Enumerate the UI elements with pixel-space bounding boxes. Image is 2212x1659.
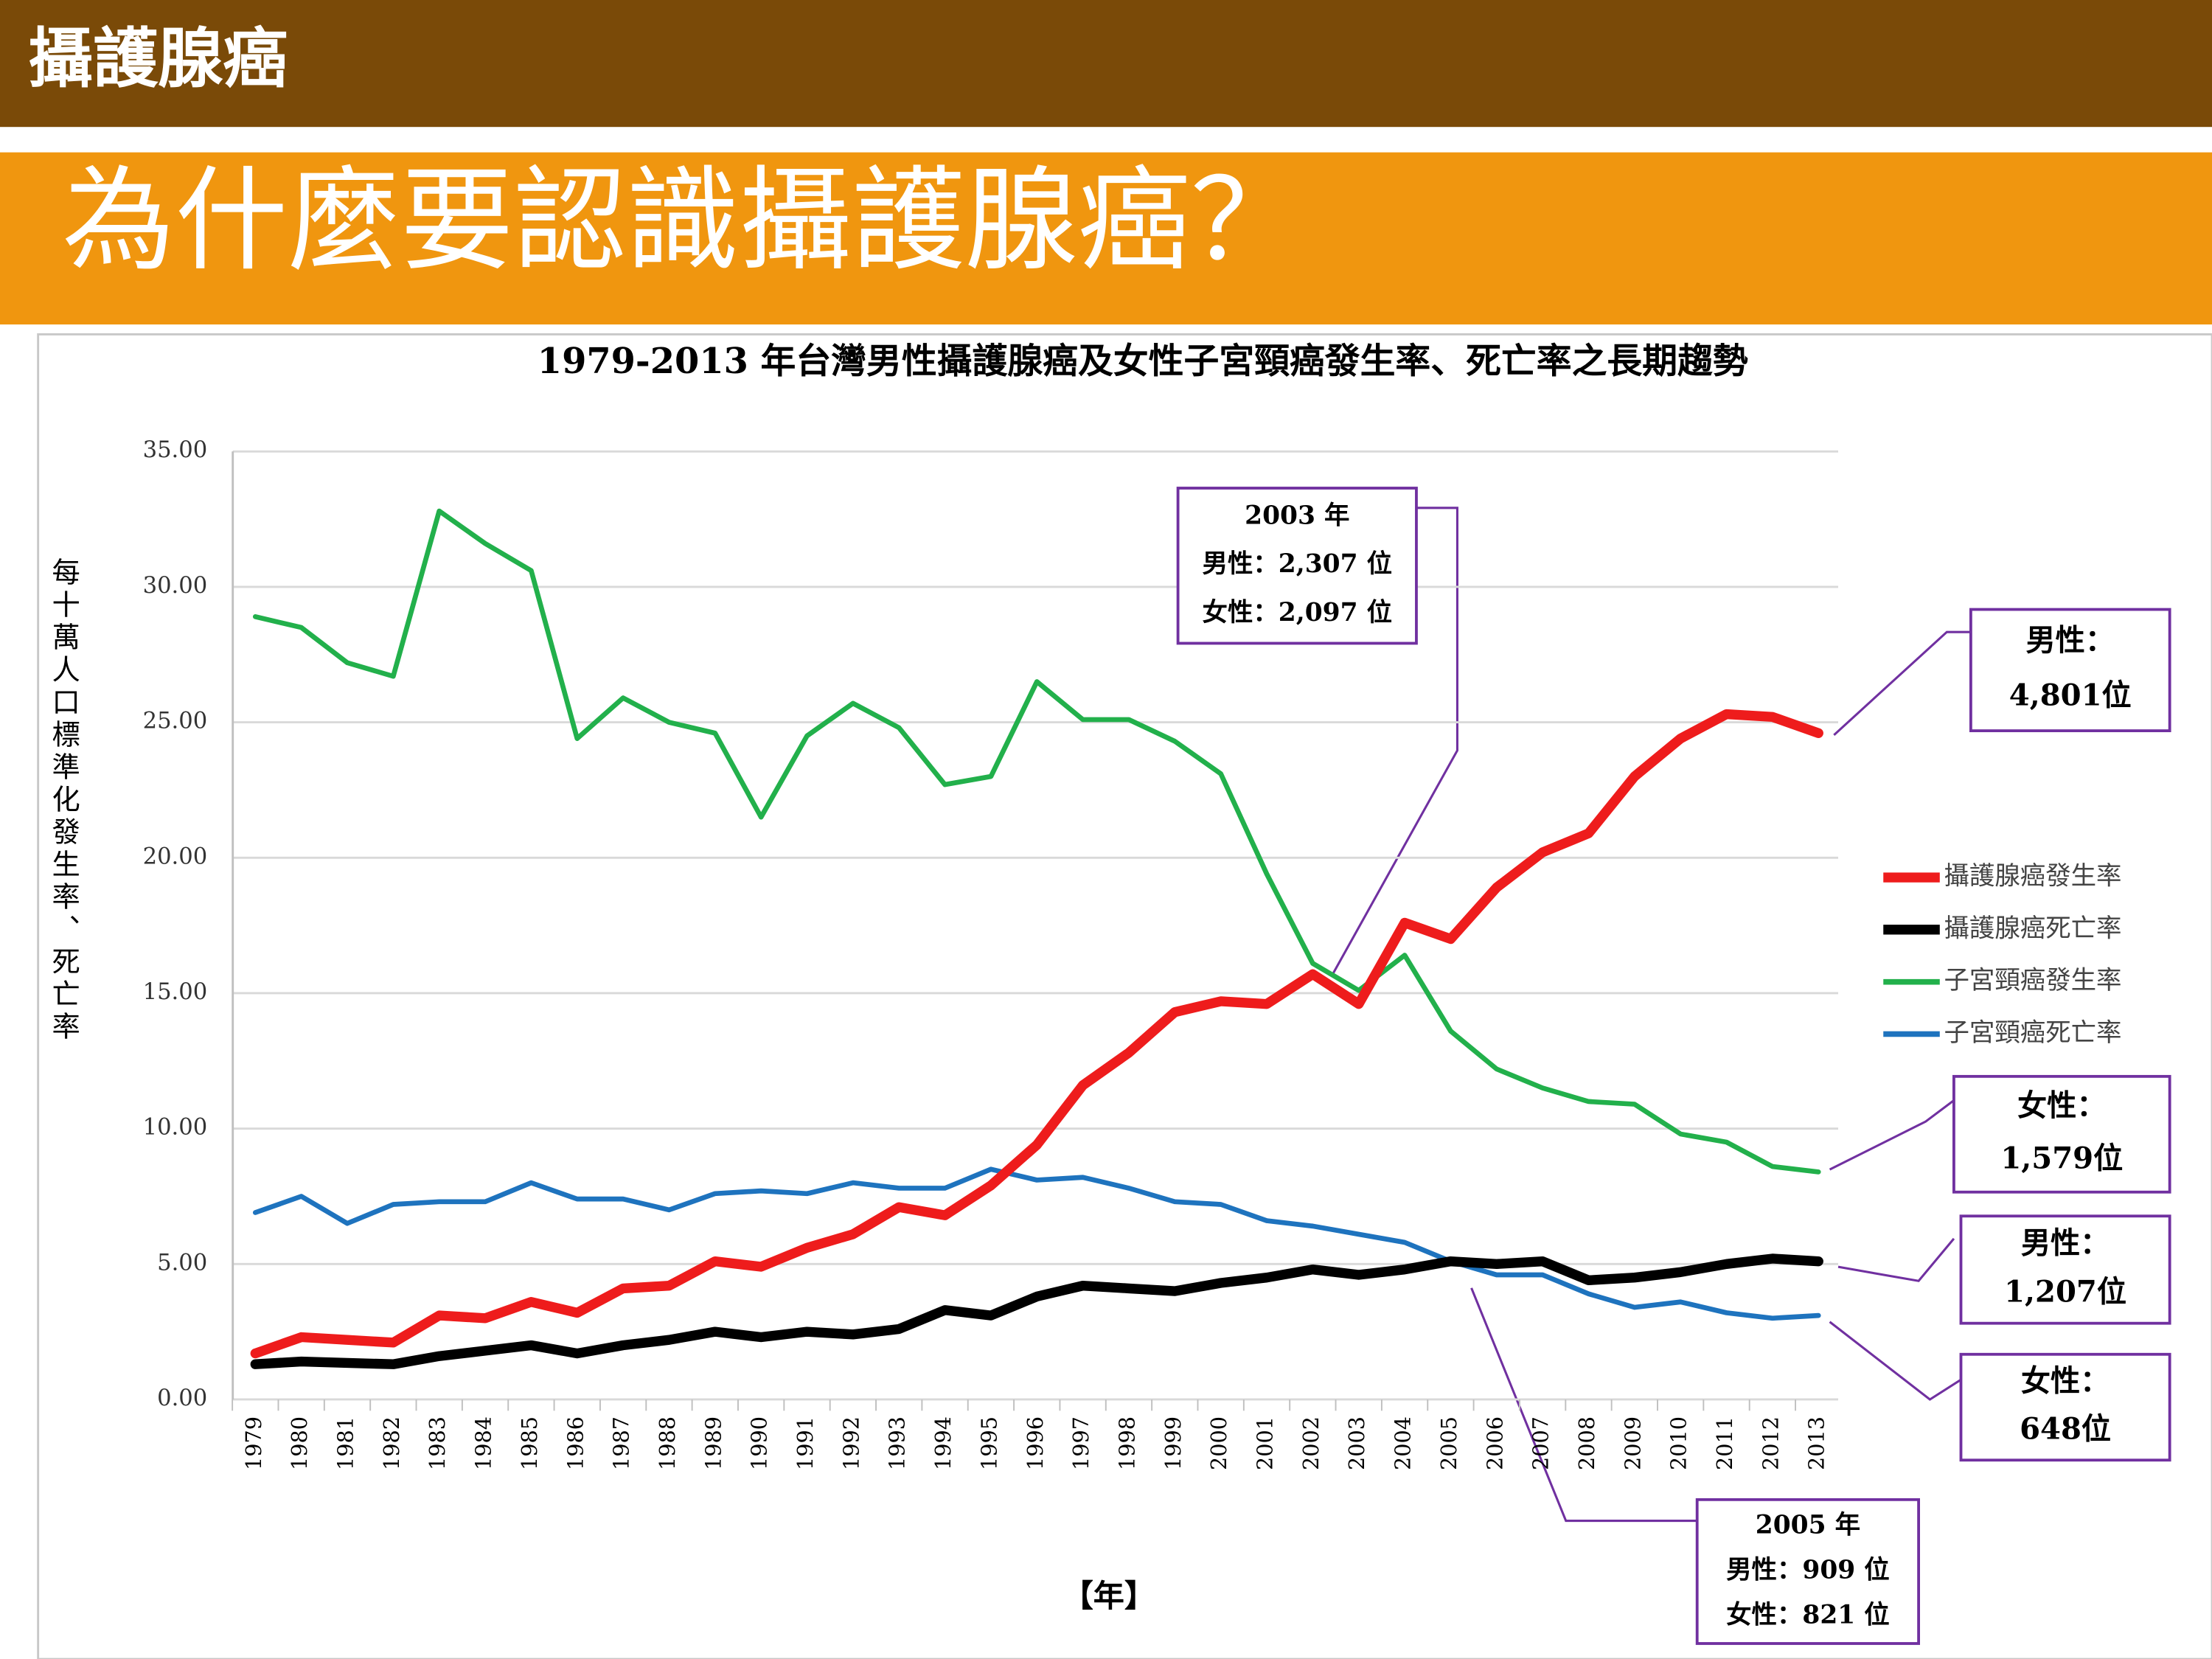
callout-text: 1,207位 bbox=[2004, 1275, 2126, 1310]
callout-text: 4,801位 bbox=[2009, 678, 2132, 713]
x-tick-label: 1993 bbox=[885, 1416, 910, 1470]
callout-box bbox=[1969, 608, 2171, 733]
y-tick-label: 10.00 bbox=[143, 1115, 208, 1141]
callout-text: 女性：2,097 位 bbox=[1203, 598, 1392, 627]
x-axis-label: 【年】 bbox=[1062, 1577, 1155, 1614]
callout-text: 男性： bbox=[2026, 623, 2115, 658]
chart-panel bbox=[37, 333, 2212, 1659]
x-tick-label: 1988 bbox=[655, 1416, 680, 1470]
x-tick-label: 2001 bbox=[1253, 1416, 1278, 1470]
y-tick-label: 35.00 bbox=[143, 437, 208, 463]
legend-label: 攝護腺癌發生率 bbox=[1944, 862, 2122, 891]
y-tick-label: 0.00 bbox=[157, 1385, 207, 1411]
x-tick-label: 1989 bbox=[700, 1416, 726, 1470]
x-tick-label: 2008 bbox=[1574, 1416, 1599, 1470]
x-tick-label: 1994 bbox=[931, 1416, 956, 1470]
callout-text: 2005 年 bbox=[1756, 1510, 1860, 1540]
x-tick-label: 1986 bbox=[563, 1416, 588, 1470]
x-tick-label: 1990 bbox=[747, 1416, 772, 1470]
x-tick-label: 1997 bbox=[1068, 1416, 1093, 1470]
x-tick-label: 2000 bbox=[1206, 1416, 1231, 1470]
header-bar bbox=[0, 0, 2212, 128]
y-axis-label: 每十萬人口標準化發生率、死亡率 bbox=[47, 557, 80, 1043]
header-title: 攝護腺癌 bbox=[28, 21, 288, 97]
x-tick-label: 2009 bbox=[1620, 1416, 1645, 1470]
callout-text: 648位 bbox=[2020, 1412, 2111, 1447]
x-tick-label: 2002 bbox=[1298, 1416, 1324, 1470]
x-tick-label: 2012 bbox=[1758, 1416, 1783, 1470]
callout-text: 男性：909 位 bbox=[1726, 1555, 1890, 1585]
callout-box bbox=[1959, 1214, 2171, 1325]
legend-label: 子宮頸癌發生率 bbox=[1944, 966, 2122, 995]
legend-label: 攝護腺癌死亡率 bbox=[1944, 914, 2122, 943]
callout-text: 男性：2,307 位 bbox=[1203, 549, 1392, 579]
callout-text: 女性： bbox=[2017, 1088, 2106, 1123]
x-tick-label: 2005 bbox=[1436, 1416, 1461, 1470]
x-tick-label: 2007 bbox=[1528, 1416, 1554, 1470]
series-line bbox=[252, 508, 1821, 1175]
x-tick-label: 1980 bbox=[287, 1416, 312, 1470]
legend-label: 子宮頸癌死亡率 bbox=[1944, 1018, 2122, 1048]
y-tick-label: 25.00 bbox=[143, 709, 208, 734]
callout-text: 男性： bbox=[2021, 1225, 2110, 1260]
x-tick-label: 1982 bbox=[379, 1416, 404, 1470]
callout-text: 2003 年 bbox=[1245, 501, 1349, 530]
x-tick-label: 1996 bbox=[1023, 1416, 1048, 1470]
callout-text: 女性：821 位 bbox=[1726, 1600, 1890, 1630]
x-tick-label: 2013 bbox=[1804, 1416, 1829, 1470]
x-tick-label: 1991 bbox=[793, 1416, 818, 1470]
callout-box bbox=[1176, 487, 1418, 645]
x-tick-label: 1998 bbox=[1114, 1416, 1139, 1470]
callout-text: 女性： bbox=[2021, 1363, 2110, 1398]
x-tick-label: 1981 bbox=[333, 1416, 358, 1470]
x-tick-label: 1983 bbox=[425, 1416, 450, 1470]
x-tick-label: 1995 bbox=[976, 1416, 1001, 1470]
x-tick-label: 1987 bbox=[609, 1416, 634, 1470]
y-tick-label: 20.00 bbox=[143, 844, 208, 869]
series-line bbox=[250, 709, 1823, 1359]
y-tick-label: 15.00 bbox=[143, 979, 208, 1005]
callout-box bbox=[1695, 1498, 1921, 1645]
x-tick-label: 2011 bbox=[1712, 1416, 1737, 1470]
callout-lines bbox=[1332, 507, 1971, 1523]
series-line bbox=[252, 1166, 1821, 1321]
chart-title: 1979-2013 年台灣男性攝護腺癌及女性子宮頸癌發生率、死亡率之長期趨勢 bbox=[538, 341, 1748, 382]
x-tick-label: 1992 bbox=[838, 1416, 863, 1470]
x-tick-label: 2010 bbox=[1666, 1416, 1691, 1470]
title-bar bbox=[0, 152, 2212, 325]
x-tick-label: 1984 bbox=[471, 1416, 496, 1470]
x-tick-label: 2003 bbox=[1344, 1416, 1369, 1470]
x-tick-label: 1979 bbox=[241, 1416, 266, 1470]
series-line bbox=[250, 1253, 1823, 1369]
callout-text: 1,579位 bbox=[2000, 1141, 2123, 1175]
x-tick-label: 2004 bbox=[1391, 1416, 1416, 1470]
x-tick-label: 1985 bbox=[517, 1416, 542, 1470]
x-tick-label: 1999 bbox=[1161, 1416, 1186, 1470]
y-tick-label: 30.00 bbox=[143, 573, 208, 599]
slide-title: 為什麼要認識攝護腺癌？ bbox=[62, 156, 1304, 287]
y-tick-label: 5.00 bbox=[157, 1250, 207, 1276]
x-tick-label: 2006 bbox=[1482, 1416, 1507, 1470]
callout-box bbox=[1959, 1352, 2171, 1462]
callout-box bbox=[1952, 1074, 2171, 1194]
